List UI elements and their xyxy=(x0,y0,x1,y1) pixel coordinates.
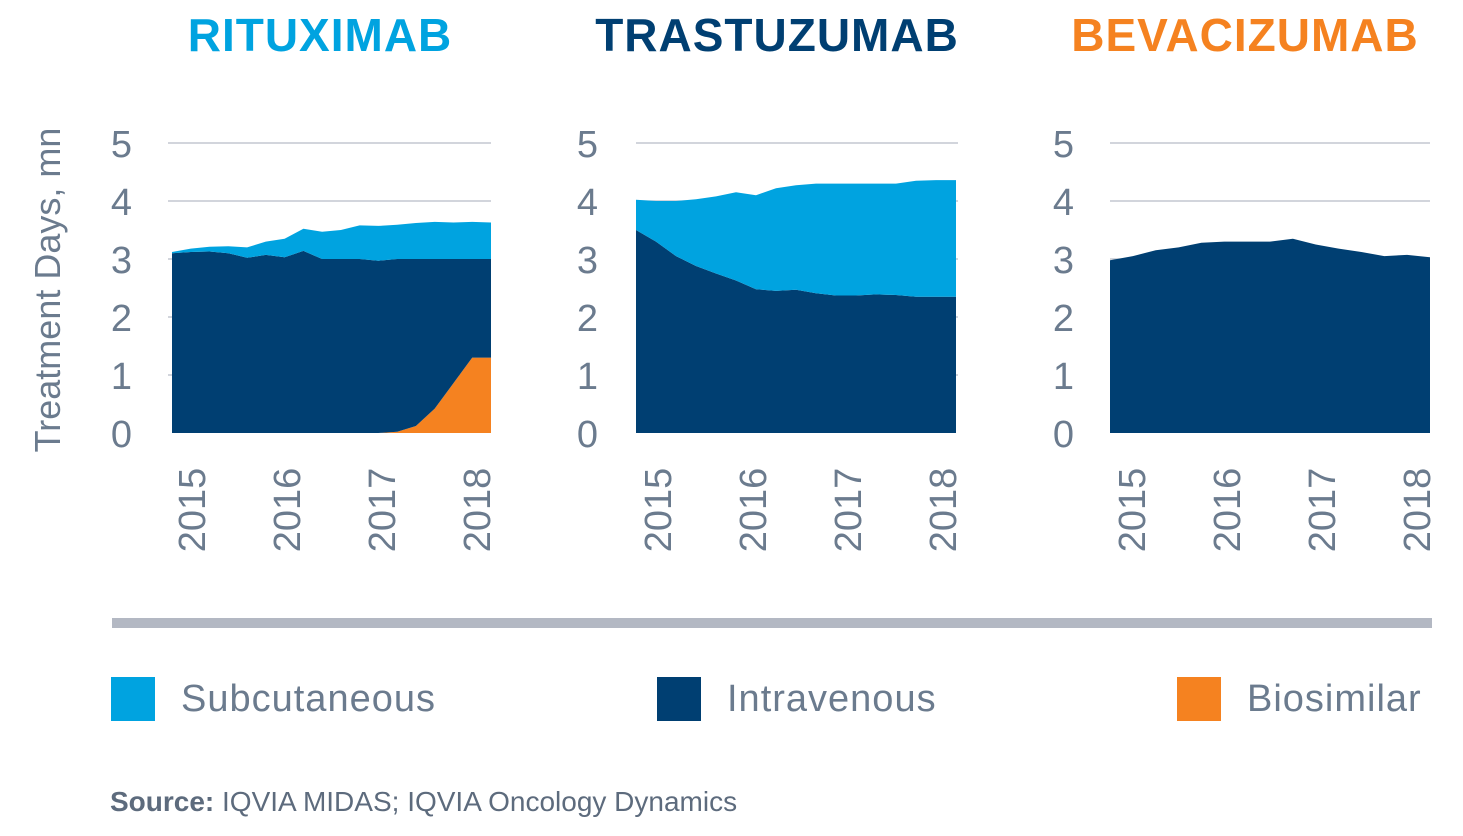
trastuzumab-ytick-4: 4 xyxy=(577,182,598,224)
bevacizumab-ytick-2: 2 xyxy=(1053,298,1074,340)
legend-subcutaneous: Subcutaneous xyxy=(111,677,436,721)
rituximab-xtick-2015: 2015 xyxy=(172,468,214,553)
trastuzumab-area-subcutaneous xyxy=(636,180,956,297)
trastuzumab-ytick-2: 2 xyxy=(577,298,598,340)
legend-swatch-subcutaneous xyxy=(111,677,155,721)
trastuzumab-ytick-3: 3 xyxy=(577,240,598,282)
legend-label-biosimilar: Biosimilar xyxy=(1247,677,1422,720)
trastuzumab-xtick-2017: 2017 xyxy=(828,468,870,553)
source-note: Source: IQVIA MIDAS; IQVIA Oncology Dyna… xyxy=(110,786,737,818)
bevacizumab-ytick-3: 3 xyxy=(1053,240,1074,282)
trastuzumab-xtick-2015: 2015 xyxy=(638,468,680,553)
divider xyxy=(112,618,1432,628)
bevacizumab-ytick-5: 5 xyxy=(1053,124,1074,166)
legend-biosimilar: Biosimilar xyxy=(1177,677,1422,721)
trastuzumab-xtick-2016: 2016 xyxy=(733,468,775,553)
source-text: IQVIA MIDAS; IQVIA Oncology Dynamics xyxy=(214,786,738,817)
rituximab-area-biosimilar xyxy=(172,357,491,433)
bevacizumab-ytick-4: 4 xyxy=(1053,182,1074,224)
bevacizumab-xtick-2016: 2016 xyxy=(1207,468,1249,553)
rituximab-area-intravenous xyxy=(172,250,491,433)
legend-swatch-biosimilar xyxy=(1177,677,1221,721)
trastuzumab-ytick-0: 0 xyxy=(577,414,598,456)
trastuzumab-ytick-1: 1 xyxy=(577,356,598,398)
source-label: Source: xyxy=(110,786,215,817)
bevacizumab-ytick-1: 1 xyxy=(1053,356,1074,398)
rituximab-ytick-0: 0 xyxy=(111,414,132,456)
legend-label-subcutaneous: Subcutaneous xyxy=(181,677,436,720)
legend-label-intravenous: Intravenous xyxy=(727,677,937,720)
legend-swatch-intravenous xyxy=(657,677,701,721)
rituximab-ytick-2: 2 xyxy=(111,298,132,340)
trastuzumab-title: TRASTUZUMAB xyxy=(595,9,959,61)
bevacizumab-xtick-2015: 2015 xyxy=(1112,468,1154,553)
rituximab-ytick-5: 5 xyxy=(111,124,132,166)
bevacizumab-area-intravenous xyxy=(1110,238,1430,433)
trastuzumab-area-intravenous xyxy=(636,230,956,433)
rituximab-ytick-3: 3 xyxy=(111,240,132,282)
rituximab-area-subcutaneous xyxy=(172,221,491,261)
bevacizumab-xtick-2017: 2017 xyxy=(1302,468,1344,553)
bevacizumab-ytick-0: 0 xyxy=(1053,414,1074,456)
trastuzumab-xtick-2018: 2018 xyxy=(923,468,965,553)
trastuzumab-ytick-5: 5 xyxy=(577,124,598,166)
bevacizumab-title: BEVACIZUMAB xyxy=(1071,9,1419,61)
rituximab-ytick-4: 4 xyxy=(111,182,132,224)
rituximab-ytick-1: 1 xyxy=(111,356,132,398)
rituximab-xtick-2018: 2018 xyxy=(457,468,499,553)
rituximab-xtick-2016: 2016 xyxy=(267,468,309,553)
legend-intravenous: Intravenous xyxy=(657,677,937,721)
bevacizumab-xtick-2018: 2018 xyxy=(1397,468,1439,553)
rituximab-title: RITUXIMAB xyxy=(187,9,453,61)
rituximab-xtick-2017: 2017 xyxy=(362,468,404,553)
